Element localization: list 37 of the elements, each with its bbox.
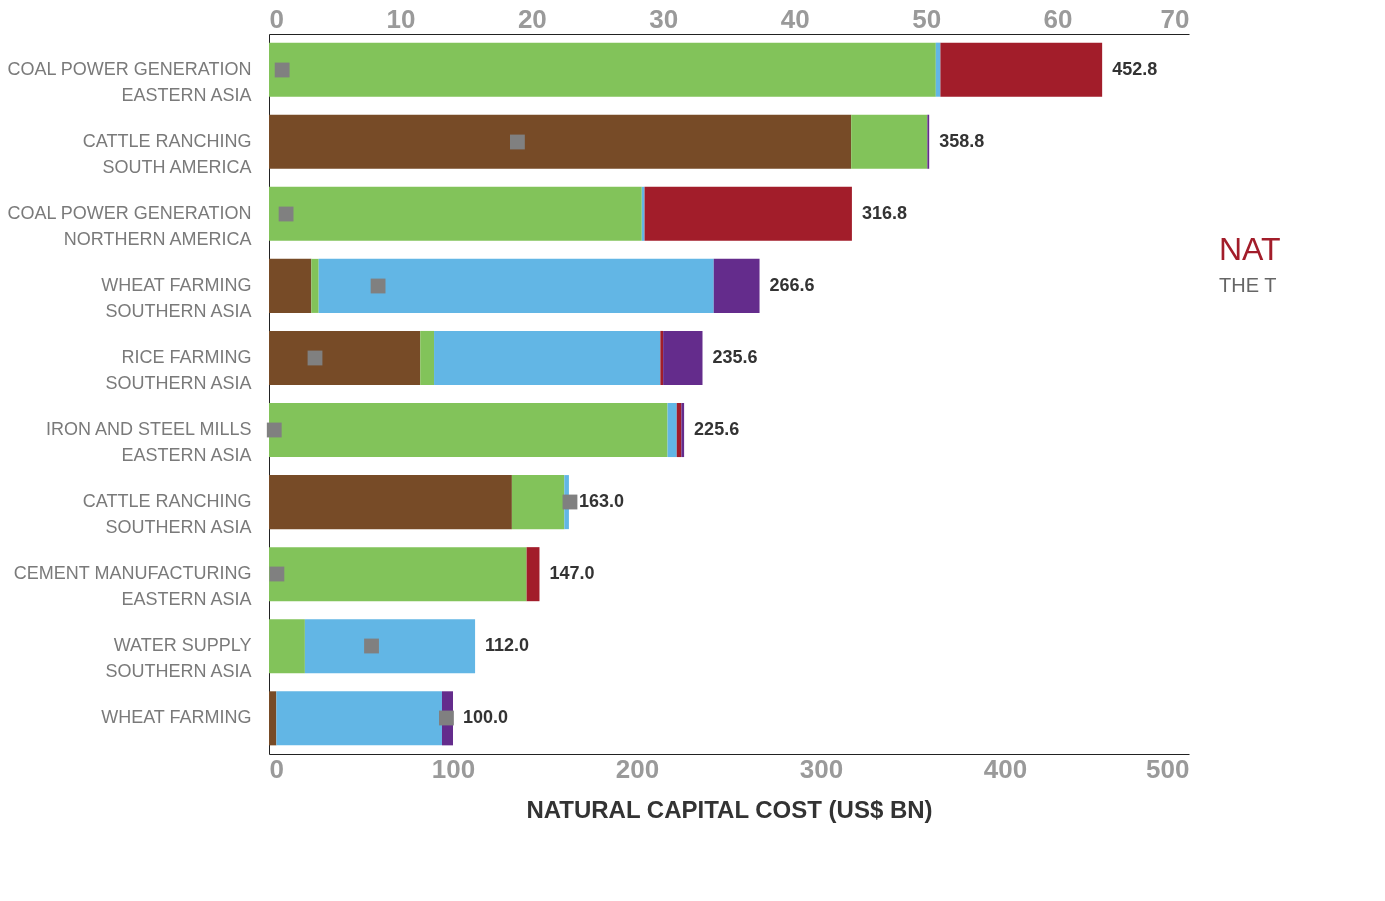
total-label: 316.8 — [861, 203, 907, 223]
y-tick-label: IRON AND STEEL MILLS EASTERN ASIA — [46, 419, 252, 466]
total-label: 163.0 — [578, 491, 624, 511]
y-tick-label: CATTLE RANCHING SOUTHERN ASIA — [82, 491, 252, 538]
x2-tick-label: 20 — [517, 3, 547, 34]
y-tick-label: CEMENT MANUFACTURING EASTERN ASIA — [13, 563, 252, 610]
y-tick-label: WATER SUPPLY SOUTHERN ASIA — [105, 635, 252, 682]
x2-tick-label: 40 — [780, 3, 810, 34]
total-label: 112.0 — [485, 635, 530, 655]
text: THE T — [1219, 274, 1277, 296]
total-label: 100.0 — [463, 707, 509, 727]
x2-tick-label: 10 — [386, 3, 416, 34]
x2-tick-label: 0 — [269, 3, 284, 34]
y-tick-label: WHEAT FARMING — [101, 707, 252, 728]
x-tick-label: 0 — [269, 753, 284, 784]
total-label: 147.0 — [549, 563, 595, 583]
total-label: 225.6 — [694, 419, 740, 439]
x-tick-label: 200 — [615, 753, 660, 784]
x-axis-title: NATURAL CAPITAL COST (US$ BN) — [526, 795, 933, 823]
x2-tick-label: 50 — [912, 3, 942, 34]
text: NAT — [1219, 231, 1281, 267]
x2-tick-label: 70 — [1160, 3, 1190, 34]
total-label: 452.8 — [1112, 59, 1158, 79]
total-label: 358.8 — [939, 131, 985, 151]
y-tick-label: RICE FARMING SOUTHERN ASIA — [105, 346, 252, 393]
x-tick-label: 100 — [431, 753, 476, 784]
total-label: 235.6 — [712, 347, 758, 367]
total-label: 266.6 — [769, 275, 815, 295]
x-tick-label: 300 — [799, 753, 844, 784]
y-tick-label: WHEAT FARMING SOUTHERN ASIA — [101, 274, 252, 321]
x-tick-label: 500 — [1146, 753, 1190, 784]
x2-tick-label: 60 — [1043, 3, 1073, 34]
x-tick-label: 400 — [983, 753, 1028, 784]
y-tick-label: COAL POWER GENERATION EASTERN ASIA — [7, 58, 252, 105]
y-tick-label: COAL POWER GENERATION NORTHERN AMERICA — [7, 202, 252, 249]
y-tick-label: CATTLE RANCHING SOUTH AMERICA — [82, 130, 252, 177]
x2-tick-label: 30 — [649, 3, 679, 34]
